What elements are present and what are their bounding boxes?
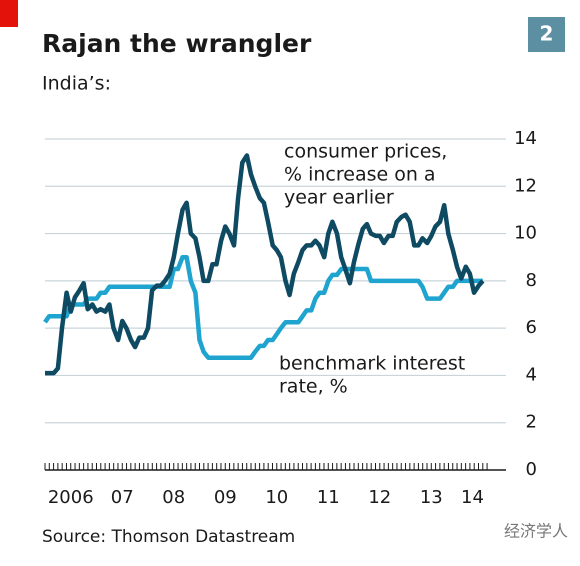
annotation: consumer prices, (284, 141, 447, 163)
x-tick-label: 10 (265, 487, 288, 508)
x-tick-label: 13 (420, 487, 443, 508)
x-tick-label: 14 (461, 487, 484, 508)
y-tick-label: 10 (514, 223, 537, 244)
y-tick-label: 2 (526, 412, 537, 433)
x-tick-label: 12 (368, 487, 391, 508)
annotation: benchmark interest (279, 353, 465, 375)
badge-number: 2 (540, 22, 554, 46)
series-line (45, 153, 485, 376)
series-line (43, 254, 483, 360)
x-tick-label: 2006 (48, 487, 94, 508)
annotation: year earlier (284, 187, 394, 209)
chart-subtitle: India’s: (42, 73, 111, 95)
watermark: 经济学人 (504, 522, 568, 541)
badge (528, 17, 565, 52)
chart-title: Rajan the wrangler (42, 29, 312, 58)
x-tick-label: 09 (214, 487, 237, 508)
x-tick-label: 07 (111, 487, 134, 508)
source: Source: Thomson Datastream (42, 527, 295, 547)
annotation: rate, % (279, 376, 348, 398)
y-tick-label: 6 (526, 317, 537, 338)
annotation: % increase on a (284, 164, 436, 186)
red-tag (0, 0, 18, 27)
y-tick-label: 4 (526, 364, 537, 385)
y-tick-label: 0 (526, 459, 537, 480)
x-tick-label: 11 (317, 487, 340, 508)
y-tick-label: 14 (514, 128, 537, 149)
y-tick-label: 8 (526, 270, 537, 291)
x-tick-label: 08 (162, 487, 185, 508)
y-tick-label: 12 (514, 175, 537, 196)
